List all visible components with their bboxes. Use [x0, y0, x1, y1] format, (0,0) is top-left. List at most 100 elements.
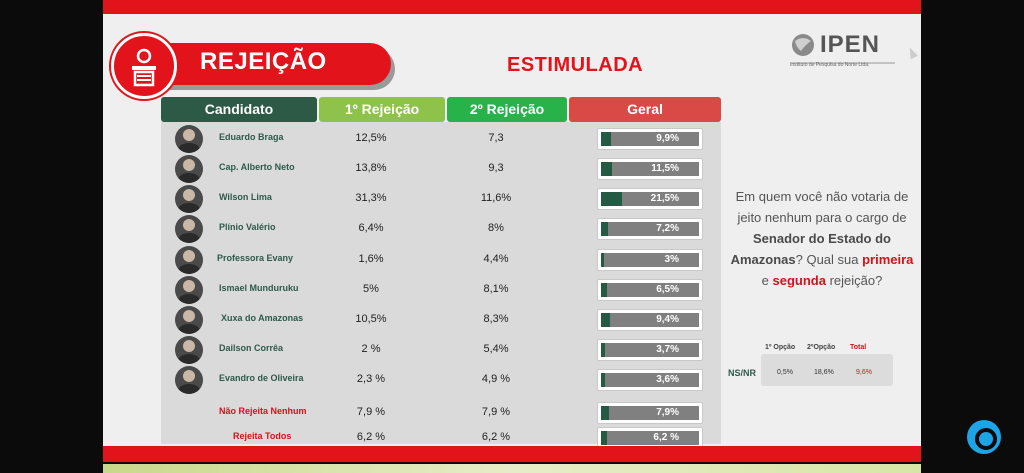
- second-rejection-value: 11,6%: [480, 192, 512, 204]
- table-row: Ismael Munduruku 5% 8,1% 6,5%: [161, 275, 721, 305]
- overall-bar: [601, 431, 608, 445]
- overall-bar-track: 3,6%: [601, 373, 699, 387]
- question-text: Em quem você não votaria de jeito nenhum…: [730, 189, 914, 288]
- logo-text: IPEN: [820, 31, 881, 58]
- ns-value-first: 0,5%: [777, 369, 793, 376]
- header-overall: Geral: [569, 97, 721, 122]
- podium-icon: [111, 33, 177, 99]
- second-rejection-value: 8%: [488, 222, 504, 234]
- overall-bar-label: 7,2%: [656, 223, 679, 234]
- second-rejection-value: 8,3%: [483, 313, 509, 325]
- table-row: Não Rejeita Nenhum 7,9 % 7,9 % 7,9%: [161, 398, 721, 428]
- overall-bar: [601, 132, 611, 146]
- ipen-globe-icon: [791, 34, 895, 64]
- second-rejection-value: 7,9 %: [481, 406, 511, 418]
- overall-bar-label: 6,2 %: [653, 432, 679, 443]
- overall-bar-label: 7,9%: [656, 407, 679, 418]
- overall-bar-label: 9,9%: [656, 133, 679, 144]
- overall-bar-label: 11,5%: [651, 163, 679, 174]
- candidate-name: Wilson Lima: [219, 192, 272, 202]
- ns-nr-label: NS/NR: [728, 368, 757, 378]
- overall-bar-track: 9,9%: [601, 132, 699, 146]
- candidate-photo: [175, 125, 203, 153]
- candidate-photo: [175, 366, 203, 394]
- bottom-red-bar: [103, 446, 921, 462]
- overall-bar-track: 21,5%: [601, 192, 699, 206]
- ns-nr-box: [761, 354, 893, 386]
- candidate-name: Ismael Munduruku: [219, 283, 299, 293]
- table-row: Evandro de Oliveira 2,3 % 4,9 % 3,6%: [161, 365, 721, 395]
- candidate-photo: [175, 336, 203, 364]
- candidate-photo: [175, 246, 203, 274]
- table-row: Cap. Alberto Neto 13,8% 9,3 11,5%: [161, 154, 721, 184]
- first-rejection-value: 12,5%: [355, 132, 387, 144]
- table-row: Eduardo Braga 12,5% 7,3 9,9%: [161, 124, 721, 154]
- overall-bar: [601, 406, 609, 420]
- overall-bar-frame: 7,2%: [597, 218, 703, 240]
- candidate-name: Eduardo Braga: [219, 132, 284, 142]
- overall-bar-track: 3,7%: [601, 343, 699, 357]
- top-red-bar: [103, 0, 921, 14]
- second-rejection-value: 7,3: [488, 132, 504, 144]
- logo-subtext: Instituto de Pesquisa do Norte Ltda.: [790, 62, 870, 68]
- table-row: Plínio Valério 6,4% 8% 7,2%: [161, 214, 721, 244]
- overall-bar-frame: 7,9%: [597, 402, 703, 424]
- first-rejection-value: 2 %: [361, 343, 381, 355]
- overall-bar-frame: 3%: [597, 249, 703, 271]
- overall-bar-frame: 6,5%: [597, 279, 703, 301]
- first-rejection-value: 5%: [363, 283, 379, 295]
- second-rejection-value: 6,2 %: [481, 431, 511, 443]
- overall-bar-label: 21,5%: [650, 193, 679, 204]
- overall-bar-frame: 9,4%: [597, 309, 703, 331]
- candidate-name: Professora Evany: [217, 253, 294, 263]
- second-rejection-value: 5,4%: [483, 343, 509, 355]
- first-rejection-value: 1,6%: [358, 253, 384, 265]
- table-row: Wilson Lima 31,3% 11,6% 21,5%: [161, 184, 721, 214]
- candidate-name: Rejeita Todos: [233, 431, 292, 441]
- candidate-photo: [175, 306, 203, 334]
- candidate-photo: [175, 185, 203, 213]
- candidate-photo: [175, 215, 203, 243]
- first-rejection-value: 6,4%: [358, 222, 384, 234]
- channel-logo-icon: [967, 420, 1001, 454]
- overall-bar-frame: 3,6%: [597, 369, 703, 391]
- first-rejection-value: 7,9 %: [356, 406, 386, 418]
- overall-bar-frame: 11,5%: [597, 158, 703, 180]
- overall-bar-track: 3%: [601, 253, 699, 267]
- overall-bar: [601, 373, 605, 387]
- table-row: Dailson Corrêa 2 % 5,4% 3,7%: [161, 335, 721, 365]
- overall-bar-label: 3,7%: [656, 344, 679, 355]
- ns-value-second: 18,6%: [814, 369, 834, 376]
- bottom-strip: [103, 464, 921, 473]
- candidate-photo: [175, 155, 203, 183]
- overall-bar-track: 9,4%: [601, 313, 699, 327]
- candidate-name: Evandro de Oliveira: [219, 373, 304, 383]
- overall-bar-track: 6,5%: [601, 283, 699, 297]
- overall-bar-track: 11,5%: [601, 162, 699, 176]
- candidate-name: Não Rejeita Nenhum: [219, 406, 307, 416]
- second-rejection-value: 4,9 %: [481, 373, 511, 385]
- overall-bar-track: 7,9%: [601, 406, 699, 420]
- candidate-photo: [175, 276, 203, 304]
- page-title: REJEIÇÃO: [200, 48, 327, 75]
- header-candidate: Candidato: [161, 97, 317, 122]
- overall-bar-frame: 9,9%: [597, 128, 703, 150]
- overall-bar-frame: 3,7%: [597, 339, 703, 361]
- candidate-name: Xuxa do Amazonas: [221, 313, 304, 323]
- candidate-name: Dailson Corrêa: [219, 343, 284, 353]
- overall-bar-frame: 21,5%: [597, 188, 703, 210]
- second-rejection-value: 4,4%: [483, 253, 509, 265]
- first-rejection-value: 2,3 %: [356, 373, 386, 385]
- table-row: Xuxa do Amazonas 10,5% 8,3% 9,4%: [161, 305, 721, 335]
- first-rejection-value: 31,3%: [355, 192, 387, 204]
- overall-bar-label: 6,5%: [656, 284, 679, 295]
- overall-bar: [601, 283, 608, 297]
- page-subtitle: ESTIMULADA: [507, 54, 644, 76]
- ns-value-total: 9,6%: [856, 369, 872, 376]
- overall-bar: [601, 253, 604, 267]
- first-rejection-value: 6,2 %: [356, 431, 386, 443]
- overall-bar: [601, 162, 613, 176]
- second-rejection-value: 9,3: [488, 162, 504, 174]
- overall-bar-label: 3,6%: [656, 374, 679, 385]
- overall-bar: [601, 313, 611, 327]
